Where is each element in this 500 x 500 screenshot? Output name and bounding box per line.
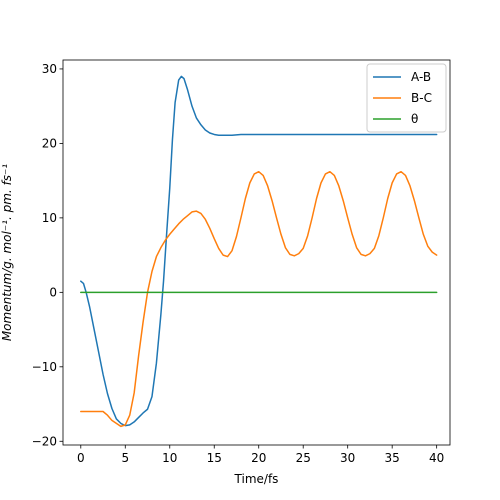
legend-label-b-c: B-C [411, 91, 432, 105]
x-tick-label: 40 [429, 451, 444, 465]
x-tick-label: 25 [296, 451, 311, 465]
legend-label-a-b: A-B [411, 70, 431, 84]
y-tick-label: 10 [42, 211, 57, 225]
x-tick-label: 20 [251, 451, 266, 465]
x-tick-label: 30 [340, 451, 355, 465]
legend-label-theta: θ [411, 112, 418, 126]
y-tick-label: 0 [49, 285, 57, 299]
y-tick-label: 20 [42, 136, 57, 150]
x-tick-label: 0 [77, 451, 85, 465]
legend-box [366, 63, 447, 133]
axes: 0 5 10 15 20 25 30 35 40 −20 −10 0 10 20 30 Time/fs Mome… [0, 59, 451, 486]
x-tick-label: 15 [207, 451, 222, 465]
legend: A-B B-C θ [366, 63, 447, 133]
series-line-a-b [80, 75, 438, 427]
x-tick-label: 10 [162, 451, 177, 465]
series-lines [80, 75, 438, 428]
y-axis-label: Momentum/g. mol⁻¹. pm. fs⁻¹ [0, 164, 14, 342]
plot-frame [62, 59, 451, 446]
x-tick-label: 5 [121, 451, 129, 465]
x-axis-label: Time/fs [234, 472, 279, 486]
y-tick-label: 30 [42, 62, 57, 76]
series-line-b-c [80, 170, 438, 428]
y-tick-label: −20 [32, 434, 57, 448]
x-tick-label: 35 [385, 451, 400, 465]
y-tick-label: −10 [32, 360, 57, 374]
